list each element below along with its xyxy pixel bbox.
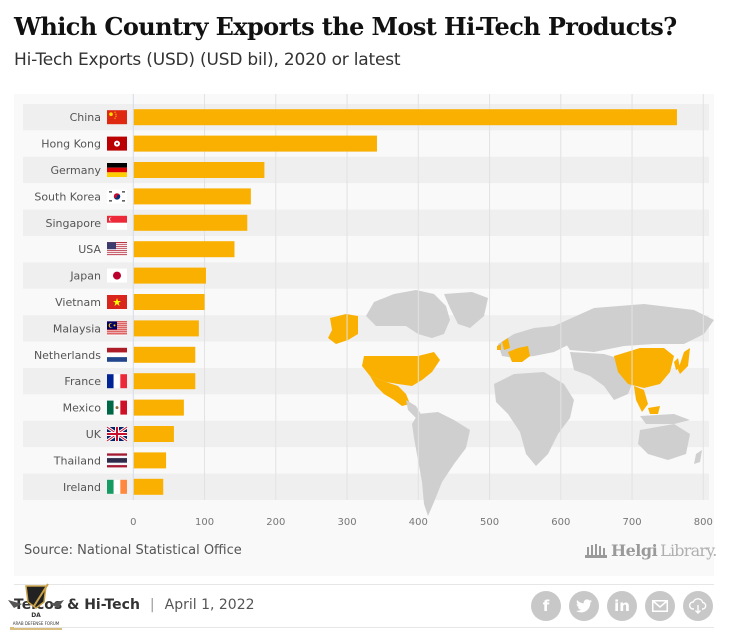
bar-ireland (133, 478, 164, 495)
library-building-icon (585, 543, 607, 558)
x-tick-label: 200 (266, 517, 285, 528)
x-tick-label: 400 (409, 517, 428, 528)
map-greenland (444, 292, 488, 328)
bar-france (133, 373, 196, 390)
footer-divider-top (14, 584, 714, 585)
footer-meta: Telcos & Hi-Tech | April 1, 2022 (14, 597, 255, 613)
category-label: USA (78, 243, 101, 256)
bar-hong-kong (133, 135, 377, 152)
twitter-icon[interactable] (569, 591, 599, 621)
footer-divider-bottom (14, 627, 714, 628)
category-label: Japan (69, 270, 101, 283)
x-tick-label: 300 (338, 517, 357, 528)
map-china (614, 348, 674, 388)
flag-gb-icon (106, 425, 128, 443)
bar-netherlands (133, 346, 196, 363)
map-australia (638, 424, 690, 460)
category-link[interactable]: Telcos & Hi-Tech (14, 597, 140, 613)
flag-cn-icon (107, 110, 127, 125)
helgi-library-logo[interactable]: Helgi Library. (584, 541, 717, 560)
flag-de-icon (107, 163, 127, 177)
bar-china (133, 109, 677, 126)
category-label: UK (86, 428, 102, 441)
category-label: Netherlands (34, 349, 101, 362)
watermark-text: ARAB DEFENSE FORUM (13, 621, 60, 626)
linkedin-icon[interactable]: in (607, 591, 637, 621)
publish-date: April 1, 2022 (164, 597, 255, 613)
bar-thailand (133, 452, 167, 469)
flag-hk-icon (107, 136, 127, 151)
category-label: Malaysia (53, 322, 101, 335)
bar-chart: 0 100 200 300 400 500 600 700 800 China Hong Kong G… (23, 94, 714, 528)
flag-mx-icon (107, 400, 127, 415)
map-uk (502, 338, 510, 350)
bar-uk (133, 426, 174, 442)
category-label: Vietnam (55, 296, 101, 309)
map-russia (554, 304, 714, 352)
x-tick-label: 700 (623, 517, 642, 528)
flag-kr-icon (107, 189, 127, 204)
x-tick-label: 100 (195, 517, 214, 528)
x-tick-label: 800 (694, 517, 713, 528)
category-label: Ireland (63, 481, 101, 494)
category-label: Thailand (53, 454, 101, 467)
chart-panel: 0 100 200 300 400 500 600 700 800 China Hong Kong G… (14, 94, 714, 576)
download-icon[interactable] (683, 591, 713, 621)
flag-my-icon (107, 321, 127, 336)
map-alaska (328, 314, 358, 344)
category-label: Germany (50, 164, 101, 177)
x-tick-label: 500 (480, 517, 499, 528)
bar-usa (133, 241, 235, 258)
flag-ie-icon (107, 479, 127, 494)
bar-singapore (133, 214, 248, 231)
bar-germany (133, 162, 265, 178)
map-new-zealand (694, 450, 702, 464)
email-icon[interactable] (645, 591, 675, 621)
map-canada (366, 290, 450, 338)
map-mexico (370, 376, 410, 406)
bar-south-korea (133, 188, 251, 205)
bar-vietnam (133, 294, 205, 310)
share-buttons: f in (531, 591, 713, 621)
flag-nl-icon (107, 347, 127, 362)
x-tick-label: 0 (130, 517, 136, 528)
map-ireland (497, 344, 501, 350)
flag-us-icon (107, 242, 127, 257)
map-western-europe-highlight (508, 346, 530, 362)
bar-malaysia (133, 320, 199, 337)
flag-vn-icon (107, 295, 127, 309)
category-label: Hong Kong (41, 138, 101, 151)
map-indonesia (640, 414, 690, 424)
map-southeast-asia-highlight (634, 386, 648, 412)
category-label: France (64, 375, 101, 388)
bar-japan (133, 267, 206, 284)
chart-title: Which Country Exports the Most Hi-Tech P… (14, 12, 677, 41)
category-label: China (70, 111, 101, 124)
flag-fr-icon (107, 374, 127, 389)
bar-mexico (133, 399, 184, 416)
watermark-logo: DA ARAB DEFENSE FORUM (8, 583, 64, 630)
map-usa (362, 352, 440, 386)
brand-name-bold: Helgi (611, 541, 658, 560)
map-south-america (412, 412, 470, 516)
category-label: Mexico (63, 402, 102, 415)
map-japan (678, 348, 690, 374)
category-label: South Korea (34, 190, 101, 203)
map-malaysia (648, 406, 660, 414)
chart-subtitle: Hi-Tech Exports (USD) (USD bil), 2020 or… (14, 50, 401, 70)
separator: | (149, 597, 155, 613)
x-tick-label: 600 (551, 517, 570, 528)
world-map (328, 290, 714, 516)
map-africa (494, 372, 574, 466)
brand-name-light: Library. (660, 541, 717, 560)
map-south-korea (674, 358, 680, 370)
category-label: Singapore (46, 217, 102, 230)
flag-th-icon (107, 453, 127, 468)
flag-jp-icon (107, 268, 127, 283)
facebook-icon[interactable]: f (531, 591, 561, 621)
watermark-abbr: DA (31, 612, 41, 619)
flag-sg-icon (107, 215, 127, 230)
source-note: Source: National Statistical Office (24, 543, 242, 558)
